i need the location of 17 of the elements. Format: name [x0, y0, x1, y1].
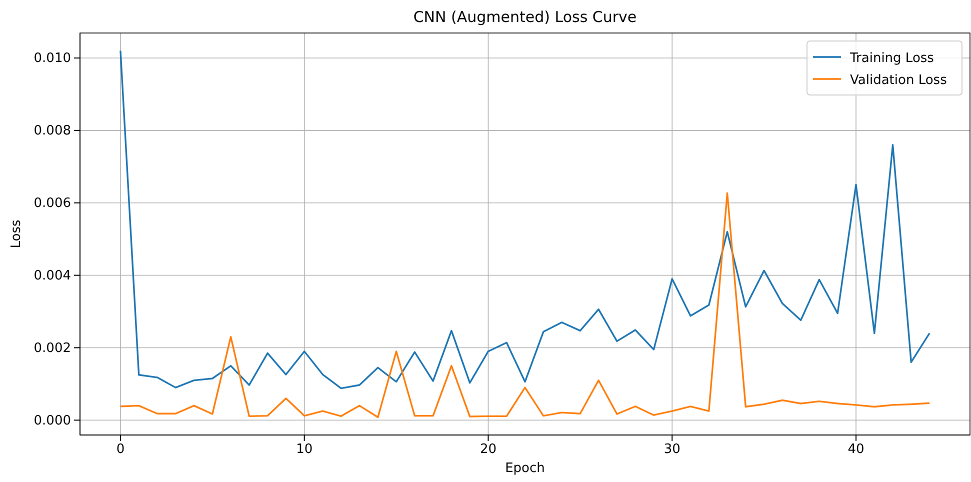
y-tick-label: 0.000	[34, 413, 71, 428]
legend-label: Validation Loss	[850, 73, 948, 88]
x-tick-label: 20	[480, 442, 496, 458]
y-tick-label: 0.004	[34, 268, 71, 284]
x-tick-label: 0	[116, 442, 125, 458]
chart-title: CNN (Augmented) Loss Curve	[413, 8, 637, 26]
line-series	[120, 192, 930, 418]
y-tick-label: 0.006	[34, 196, 71, 212]
y-axis-title: Loss	[9, 220, 24, 248]
x-tick-label: 10	[296, 442, 313, 458]
x-tick-label: 40	[848, 442, 864, 458]
x-axis-title: Epoch	[505, 461, 545, 476]
y-tick-label: 0.010	[34, 51, 71, 66]
y-tick-label: 0.008	[34, 124, 71, 139]
x-tick-label: 30	[664, 442, 680, 458]
y-tick-label: 0.002	[34, 340, 71, 356]
legend-label: Training Loss	[849, 51, 934, 66]
